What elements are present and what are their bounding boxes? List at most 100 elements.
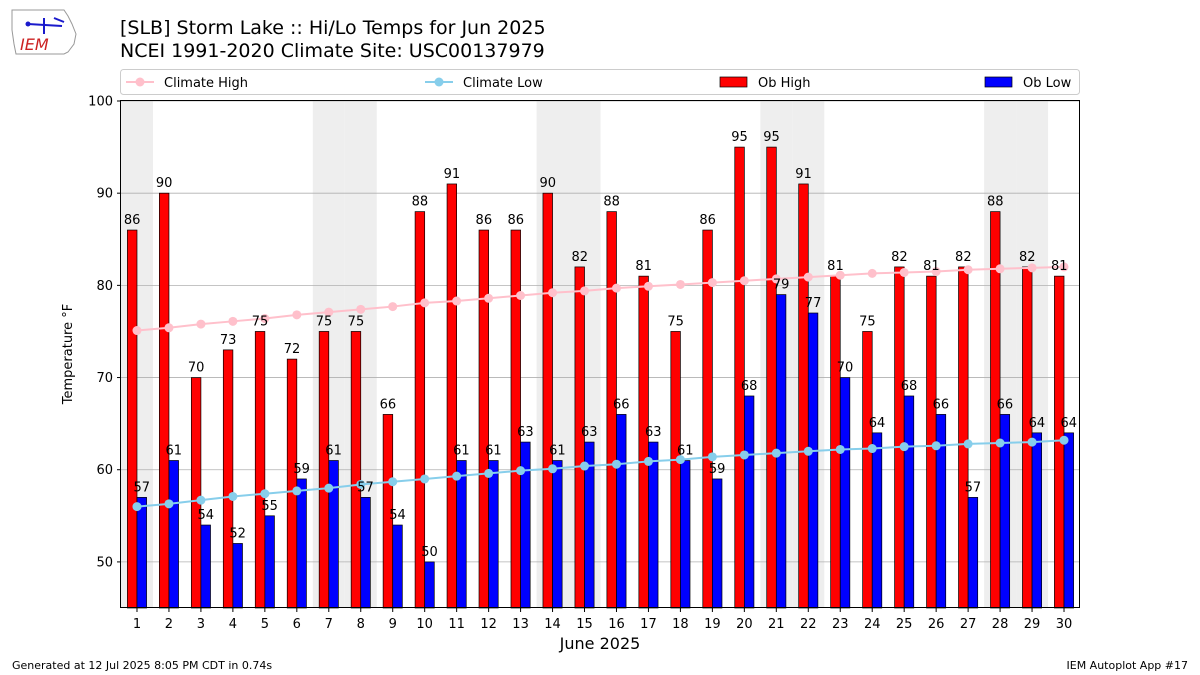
ob-high-bar [446,183,457,609]
ob-high-label: 81 [635,259,652,274]
climate-high-point [611,283,621,293]
ob-high-label: 82 [571,250,588,265]
climate-high-point [132,326,142,336]
climate-high-point [484,293,494,303]
x-tick-label: 21 [768,617,785,632]
climate-high-point [995,264,1005,274]
ob-low-label: 57 [134,480,151,495]
climate-high-point [324,307,334,317]
ob-low-label: 57 [357,480,374,495]
x-tick-label: 7 [325,617,333,632]
climate-low-point [388,477,398,487]
ob-high-bar [862,331,873,609]
ob-low-label: 61 [165,444,182,459]
ob-high-bar [670,331,681,609]
plot-frame [120,100,1080,608]
climate-low-point [707,452,717,462]
legend-swatch [719,76,748,88]
ob-low-bar [424,561,435,609]
chart-title: [SLB] Storm Lake :: Hi/Lo Temps for Jun … [120,17,546,39]
ob-high-label: 95 [731,130,748,145]
ob-low-bar [232,543,243,609]
ob-high-label: 95 [763,130,780,145]
ob-high-label: 75 [316,314,333,329]
climate-low-point [164,499,174,509]
x-tick-label: 12 [480,617,497,632]
ob-high-bar [127,229,138,609]
ob-high-bar [510,229,521,609]
climate-low-point [324,483,334,493]
ob-low-bar [136,497,147,609]
ob-low-bar [296,478,307,609]
climate-low-point [835,444,845,454]
ob-low-bar [392,524,403,609]
ob-low-label: 63 [581,425,598,440]
climate-low-point [452,471,462,481]
x-tick-label: 2 [165,617,173,632]
ob-high-label: 90 [156,176,173,191]
x-tick-label: 3 [197,617,205,632]
ob-high-label: 75 [859,314,876,329]
climate-high-point [835,270,845,280]
climate-high-point [196,319,206,329]
climate-high-point [675,279,685,289]
ob-high-bar [734,146,745,609]
climate-low-point [516,466,526,476]
climate-high-point [452,296,462,306]
climate-high-point [356,304,366,314]
bar-series [127,146,1074,609]
ob-low-bar [488,460,499,609]
x-tick-label: 13 [512,617,529,632]
ob-high-bar [638,275,649,609]
y-tick-label: 50 [96,555,113,570]
ob-low-bar [839,377,851,609]
ob-high-label: 88 [412,195,429,210]
ob-high-bar [254,331,266,609]
climate-high-point [1059,262,1069,272]
ob-low-label: 61 [549,444,566,459]
ob-high-label: 91 [795,167,812,182]
ob-high-label: 86 [508,213,525,228]
x-tick-label: 19 [704,617,721,632]
ob-high-bar [830,275,841,609]
y-tick-label: 70 [96,371,113,386]
legend-label: Ob Low [1023,76,1072,91]
ob-high-bar [478,229,489,609]
ob-low-label: 54 [389,508,406,523]
ob-high-label: 88 [603,195,620,210]
ob-low-label: 54 [197,508,214,523]
ob-high-label: 81 [1051,259,1068,274]
x-tick-label: 26 [928,617,945,632]
footer-generated: Generated at 12 Jul 2025 8:05 PM CDT in … [12,659,273,672]
ob-low-bar [616,414,627,609]
climate-high-point [771,274,781,284]
ob-low-label: 59 [293,462,310,477]
ob-high-bar [350,331,362,609]
legend-label: Ob High [758,76,811,91]
climate-high-point [643,281,653,291]
ob-high-bar [159,192,170,609]
climate-low-point [803,446,813,456]
climate-low-point [995,438,1005,448]
ob-low-label: 55 [261,499,278,514]
climate-low-point [292,486,302,496]
ob-low-bar [807,312,819,609]
x-tick-label: 6 [293,617,301,632]
legend-frame [120,69,1080,95]
climate-low-point [132,502,142,512]
ob-high-label: 82 [891,250,908,265]
legend-marker [135,77,145,87]
y-axis: 50 60 70 80 90 100 [88,95,121,570]
x-tick-label: 1 [133,617,141,632]
ob-low-bar [743,395,755,609]
x-tick-label: 5 [261,617,269,632]
climate-low-point [643,456,653,466]
ob-high-bar [542,192,553,609]
x-tick-label: 30 [1056,617,1073,632]
climate-low-point [1059,435,1069,445]
ob-high-label: 73 [220,333,237,348]
ob-low-bar [1063,432,1074,609]
ob-low-label: 66 [613,397,630,412]
ob-low-label: 68 [741,379,758,394]
ob-low-label: 57 [965,480,982,495]
